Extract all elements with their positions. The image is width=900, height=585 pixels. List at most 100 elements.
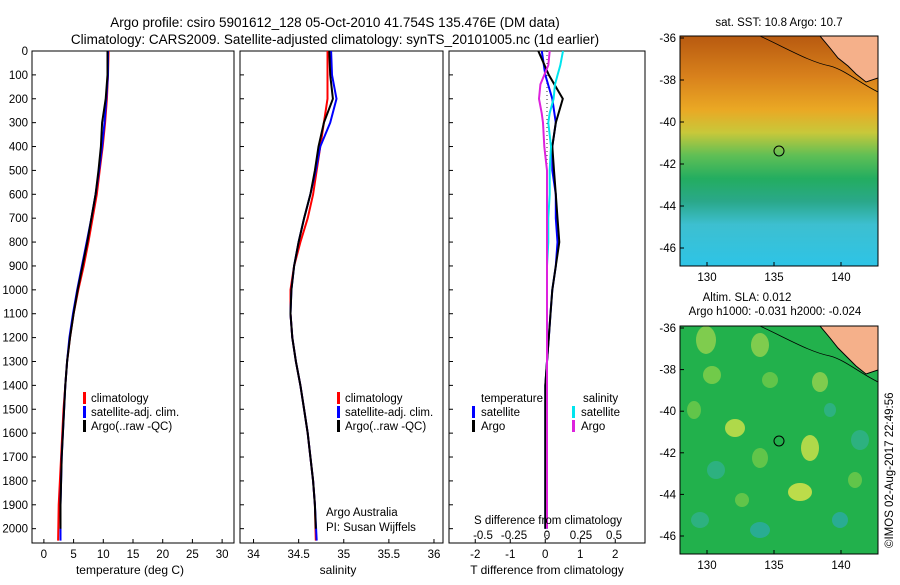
coastline-contour: [759, 36, 878, 93]
depth-tick-label: 1900: [2, 500, 28, 512]
lat-tick-label: -40: [659, 117, 676, 129]
legend-label-climatology: climatology: [345, 393, 403, 405]
lat-tick-label: -44: [659, 201, 676, 213]
legend-label-climatology: climatology: [91, 393, 149, 405]
legend-title-temperature: temperature: [481, 393, 543, 405]
sla-map: Altim. SLA: 0.012 Argo h1000: -0.031 h20…: [659, 292, 879, 572]
lat-tick-label: -42: [659, 159, 676, 171]
x-tick-label: 0: [41, 549, 47, 561]
depth-tick-label: 1000: [2, 285, 28, 297]
x-tick-label: 1: [577, 549, 583, 561]
s-tick: 0.25: [570, 530, 592, 542]
x-tick-label: 10: [97, 549, 110, 561]
sla-map-x-axis: 130 135 140: [697, 550, 851, 572]
legend-label-satellite: satellite-adj. clim.: [91, 407, 179, 419]
sla-map-frame: [679, 325, 879, 555]
legend-swatch-s-satellite: [572, 406, 575, 418]
sla-anomaly-patch: [725, 419, 745, 437]
series-line-argo: [537, 50, 564, 529]
depth-tick-label: 1800: [2, 476, 28, 488]
x-tick-label: 5: [70, 549, 76, 561]
legend-swatch-argo: [83, 420, 86, 432]
depth-tick-label: 900: [9, 261, 28, 273]
lat-tick-label: -42: [659, 448, 676, 460]
depth-tick-label: 1400: [2, 380, 28, 392]
legend-label-argo: Argo(..raw -QC): [345, 421, 426, 433]
sla-anomaly-patch: [707, 461, 725, 479]
lon-tick-label: 130: [697, 272, 716, 284]
lat-tick-label: -46: [659, 531, 676, 543]
sla-anomaly-patch: [691, 512, 709, 528]
sla-anomaly-patch: [824, 403, 836, 417]
sla-map-subtitle: Argo h1000: -0.031 h2000: -0.024: [689, 306, 862, 318]
legend-label-satellite: satellite-adj. clim.: [345, 407, 433, 419]
sla-anomaly-patch: [687, 401, 701, 419]
lon-tick-label: 135: [764, 272, 783, 284]
legend-label-argo: Argo(..raw -QC): [91, 421, 172, 433]
temperature-legend: climatology satellite-adj. clim. Argo(..…: [83, 392, 179, 433]
depth-tick-label: 200: [9, 94, 28, 106]
salinity-legend: climatology satellite-adj. clim. Argo(..…: [337, 392, 433, 433]
sst-map-frame: [679, 35, 879, 267]
sst-map-y-axis: -36 -38 -40 -42 -44 -46: [659, 33, 684, 255]
x-tick-label: 2: [612, 549, 618, 561]
depth-tick-label: 1200: [2, 333, 28, 345]
lat-tick-label: -46: [659, 243, 676, 255]
depth-tick-label: 2000: [2, 524, 28, 536]
s-tick: 0: [544, 530, 550, 542]
sla-anomaly-patch: [851, 430, 869, 450]
t-difference-x-label: T difference from climatology: [470, 563, 624, 577]
x-tick-label: -2: [470, 549, 480, 561]
depth-tick-label: 1700: [2, 452, 28, 464]
x-tick-label: 35: [337, 549, 350, 561]
header-line-2: Climatology: CARS2009. Satellite-adjuste…: [71, 32, 599, 47]
legend-swatch-climatology: [83, 392, 86, 404]
legend-swatch-s-argo: [572, 420, 575, 432]
legend-label-s-satellite: satellite: [581, 407, 620, 419]
series-line-climatology: [289, 51, 329, 541]
legend-label-t-satellite: satellite: [481, 407, 520, 419]
sst-map-title: sat. SST: 10.8 Argo: 10.7: [715, 17, 842, 29]
legend-swatch-t-argo: [472, 420, 475, 432]
sst-map-x-axis: 130 135 140: [697, 262, 851, 284]
x-tick-label: 20: [156, 549, 169, 561]
lat-tick-label: -38: [659, 365, 676, 377]
lon-tick-label: 135: [764, 560, 783, 572]
sla-anomaly-patch: [696, 326, 716, 354]
difference-legend: temperature salinity satellite Argo sate…: [472, 393, 620, 433]
series-line-satellite-adj-clim-: [59, 51, 109, 541]
salinity-plot-frame: [239, 50, 444, 544]
legend-label-s-argo: Argo: [581, 421, 605, 433]
legend-swatch-t-satellite: [472, 406, 475, 418]
salinity-panel: 34 34.5 35 35.5 36 salinity climatology sate…: [239, 50, 444, 577]
s-tick: 0.5: [606, 530, 622, 542]
sla-anomaly-patch: [751, 333, 769, 357]
lat-tick-label: -44: [659, 489, 676, 501]
difference-panel: -2 -1 0 1 2 S difference from climatology -0…: [448, 50, 646, 577]
header-line-1: Argo profile: csiro 5901612_128 05-Oct-2…: [110, 15, 560, 30]
credit-text: ©IMOS 02-Aug-2017 22:49:56: [884, 392, 896, 548]
sla-anomaly-patch: [848, 472, 862, 488]
x-tick-label: 34: [247, 549, 260, 561]
legend-swatch-satellite: [337, 406, 340, 418]
sla-anomaly-patch: [762, 372, 778, 388]
series-line-argo-raw-qc-: [289, 50, 334, 529]
legend-swatch-argo: [337, 420, 340, 432]
difference-profiles: [537, 50, 564, 529]
depth-axis: 0 100 200 300 400 500 600 700 800 900 1000 1100 1200…: [2, 46, 453, 536]
depth-tick-label: 0: [22, 46, 28, 58]
legend-title-salinity: salinity: [583, 393, 618, 405]
s-difference-ticks: -0.5 -0.25 0 0.25 0.5: [473, 530, 622, 542]
depth-tick-label: 1100: [3, 309, 28, 321]
x-tick-label: 36: [428, 549, 441, 561]
land-mass-australia: [819, 36, 878, 83]
depth-tick-label: 300: [9, 118, 28, 130]
legend-label-t-argo: Argo: [481, 421, 505, 433]
agency-note: Argo Australia: [326, 507, 398, 519]
s-difference-label: S difference from climatology: [474, 515, 622, 527]
x-tick-label: 34.5: [287, 549, 309, 561]
legend-swatch-satellite: [83, 406, 86, 418]
lat-tick-label: -40: [659, 406, 676, 418]
x-tick-label: 25: [186, 549, 199, 561]
